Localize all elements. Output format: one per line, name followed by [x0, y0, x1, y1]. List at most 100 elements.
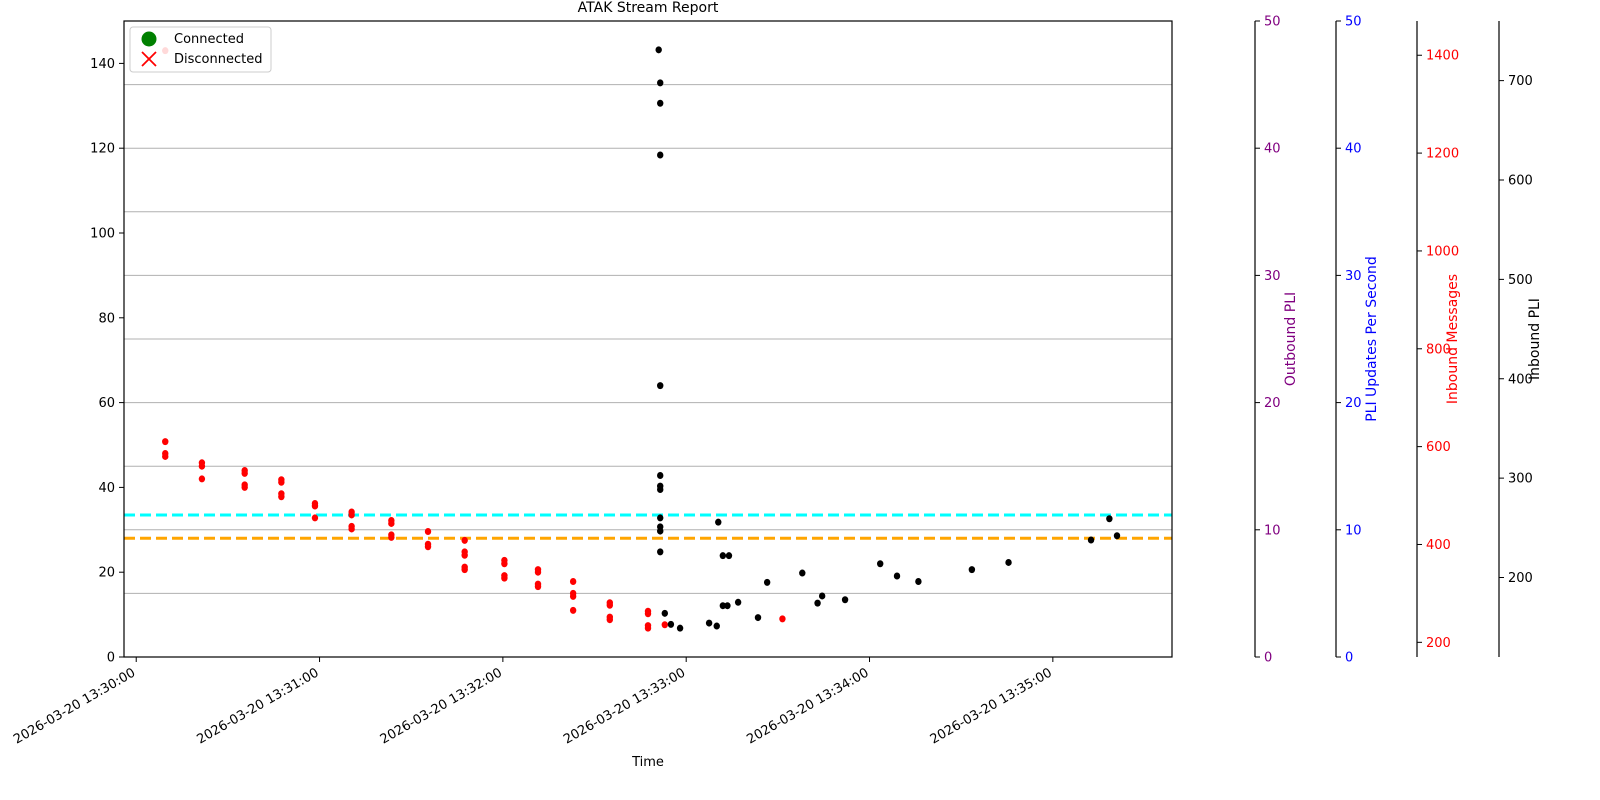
data-point: [461, 566, 468, 574]
data-point: [348, 511, 355, 519]
secondary-axis-tick-label: 20: [1345, 396, 1362, 411]
secondary-axis-tick-label: 300: [1508, 472, 1533, 487]
legend-disconnected-marker: [141, 51, 157, 67]
secondary-axis-tick-label: 800: [1426, 342, 1451, 357]
data-point: [667, 620, 675, 628]
secondary-axis-tick-label: 0: [1345, 651, 1353, 666]
data-point: [241, 483, 248, 491]
secondary-axis-tick-label: 20: [1264, 396, 1281, 411]
data-point: [198, 475, 206, 483]
data-point: [657, 79, 664, 87]
data-point: [713, 622, 720, 630]
data-point: [715, 518, 722, 526]
data-point: [841, 596, 849, 604]
y-tick-label: 100: [90, 227, 115, 242]
data-point: [278, 493, 285, 501]
y-axis: 0 20 40 60 80 100 120 140: [90, 57, 124, 666]
data-point: [644, 610, 652, 618]
data-point: [657, 486, 664, 494]
data-point: [644, 624, 652, 632]
data-point: [763, 578, 771, 586]
data-point: [311, 502, 319, 510]
data-point: [1106, 515, 1113, 523]
grid-lines: [124, 20, 1172, 594]
data-point: [814, 599, 821, 607]
x-tick-label: 2026-03-20 13:33:00: [561, 665, 688, 747]
legend-disconnected-label: Disconnected: [174, 52, 262, 67]
data-point: [657, 472, 664, 480]
data-point: [198, 462, 206, 470]
secondary-axis-tick-label: 1400: [1426, 49, 1459, 64]
x-tick-label: 2026-03-20 13:35:00: [928, 665, 1055, 747]
data-point: [1087, 536, 1095, 544]
data-point: [162, 438, 169, 446]
data-point: [893, 572, 901, 580]
data-point: [657, 99, 664, 107]
data-point: [424, 543, 432, 551]
y-tick-label: 40: [98, 481, 115, 496]
data-point: [606, 601, 614, 609]
secondary-axis-tick-label: 1000: [1426, 244, 1459, 259]
secondary-axis-tick-label: 40: [1345, 142, 1362, 157]
data-point: [661, 609, 669, 617]
data-point: [424, 527, 432, 535]
x-axis: 2026-03-20 13:30:00 2026-03-20 13:31:00 20…: [11, 657, 1055, 748]
secondary-axis-tick-label: 500: [1508, 273, 1533, 288]
x-tick-label: 2026-03-20 13:30:00: [11, 665, 138, 747]
y-tick-label: 80: [98, 311, 115, 326]
secondary-axis-tick-label: 0: [1264, 651, 1272, 666]
data-point: [569, 592, 577, 600]
data-point: [657, 527, 664, 535]
secondary-axis-tick-label: 200: [1426, 636, 1451, 651]
legend-box: [129, 26, 272, 73]
data-point: [754, 614, 762, 622]
legend-connected-marker: [141, 31, 157, 47]
data-point: [676, 624, 684, 632]
data-point: [461, 536, 468, 544]
x-tick-label: 2026-03-20 13:31:00: [194, 665, 321, 747]
data-point: [657, 548, 664, 556]
data-point: [725, 552, 733, 560]
secondary-axis-tick-label: 10: [1264, 523, 1281, 538]
secondary-axis-tick-label: 600: [1508, 174, 1533, 189]
y-tick-label: 0: [107, 651, 115, 666]
y-tick-label: 60: [98, 396, 115, 411]
data-point: [534, 583, 542, 591]
secondary-axis-tick-label: 10: [1345, 523, 1362, 538]
data-point: [348, 525, 355, 533]
legend-connected-label: Connected: [174, 32, 244, 47]
secondary-axis-tick-label: 30: [1345, 269, 1362, 284]
data-point: [799, 569, 806, 577]
data-point: [606, 616, 614, 624]
data-point: [1113, 532, 1121, 540]
data-point: [877, 560, 884, 568]
data-point: [569, 578, 577, 586]
data-point: [501, 574, 508, 582]
data-point: [779, 615, 786, 623]
secondary-axis-tick-label: 400: [1508, 372, 1533, 387]
y-tick-label: 20: [98, 566, 115, 581]
data-point: [534, 568, 542, 576]
x-axis-title: Time: [631, 755, 664, 770]
secondary-axis-title: Inbound Messages: [1445, 274, 1461, 404]
secondary-axis-title: Inbound PLI: [1527, 298, 1543, 380]
data-point: [388, 533, 395, 541]
secondary-axis-tick-label: 40: [1264, 142, 1281, 157]
data-point: [501, 560, 508, 568]
data-points: [162, 46, 1121, 632]
secondary-axis-title: PLI Updates Per Second: [1364, 256, 1380, 422]
secondary-axis-tick-label: 400: [1426, 538, 1451, 553]
secondary-axis-tick-label: 600: [1426, 440, 1451, 455]
data-point: [461, 551, 468, 559]
y-tick-label: 140: [90, 57, 115, 72]
data-point: [915, 578, 922, 586]
secondary-axis-tick-label: 200: [1508, 571, 1533, 586]
chart-title: ATAK Stream Report: [578, 0, 719, 16]
data-point: [278, 478, 285, 486]
data-point: [311, 514, 319, 522]
data-point: [724, 602, 731, 610]
y-tick-label: 120: [90, 142, 115, 157]
secondary-axis-tick-label: 700: [1508, 74, 1533, 89]
secondary-axis-tick-label: 50: [1345, 15, 1362, 30]
